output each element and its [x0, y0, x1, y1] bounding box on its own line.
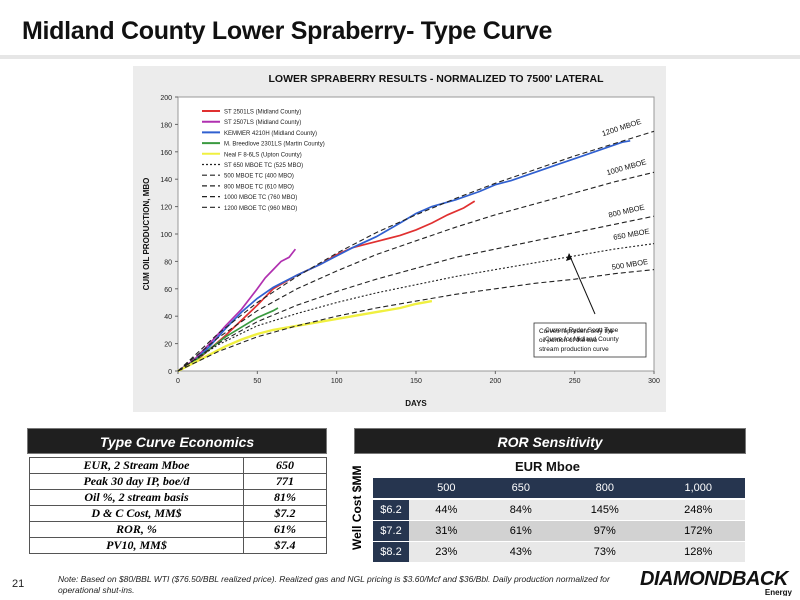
y-tick-label: 80 [164, 259, 172, 266]
legend-entry: 1000 MBOE TC (760 MBO) [224, 195, 297, 201]
ror-cell: 73% [558, 541, 652, 563]
economics-value: 61% [243, 521, 327, 538]
ror-column-header: 650 [483, 478, 559, 500]
x-tick-label: 100 [331, 378, 343, 385]
series-line-6 [177, 243, 655, 372]
legend-entry: ST 650 MBOE TC (525 MBO) [224, 163, 303, 169]
y-tick-label: 120 [160, 205, 172, 212]
y-tick-label: 160 [160, 150, 172, 157]
ror-cell: 97% [558, 520, 652, 542]
legend-entry: 1200 MBOE TC (960 MBO) [224, 206, 297, 212]
economics-table: EUR, 2 Stream Mboe 650 Peak 30 day IP, boe… [29, 457, 327, 554]
y-tick-label: 100 [160, 232, 172, 239]
ror-cell: 23% [409, 541, 484, 563]
series-line-10 [177, 130, 655, 372]
economics-label: PV10, MM$ [29, 537, 244, 554]
ror-row-header: $6.2 [373, 499, 409, 521]
ror-row: $7.2 31% 61% 97% 172% [373, 520, 745, 542]
x-tick-label: 300 [648, 378, 660, 385]
annotation-arrow [568, 253, 596, 315]
ror-cell: 248% [651, 499, 745, 521]
economics-row: EUR, 2 Stream Mboe 650 [29, 457, 327, 474]
y-tick-label: 60 [164, 287, 172, 294]
legend-entry: Neal F 8-6LS (Upton County) [224, 152, 302, 158]
legend-entry: 500 MBOE TC (400 MBO) [224, 174, 294, 180]
economics-row: ROR, % 61% [29, 521, 327, 538]
ror-cell: 128% [651, 541, 745, 563]
legend-entry: KEMMER 4210H (Midland County) [224, 131, 317, 137]
x-tick-label: 150 [410, 378, 422, 385]
eur-mboe-label: EUR Mboe [515, 459, 580, 474]
economics-value: 81% [243, 489, 327, 506]
diamondback-logo: DIAMONDBACK Energy [640, 568, 793, 596]
economics-label: D & C Cost, MM$ [29, 505, 244, 522]
legend-entry: 800 MBOE TC (610 MBO) [224, 184, 294, 190]
economics-row: Oil %, 2 stream basis 81% [29, 489, 327, 506]
ror-column-header: 500 [409, 478, 484, 500]
ror-row-header: $7.2 [373, 520, 409, 542]
y-tick-label: 200 [160, 95, 172, 102]
x-tick-label: 250 [569, 378, 581, 385]
ror-cell: 44% [409, 499, 484, 521]
y-tick-label: 180 [160, 122, 172, 129]
logo-wordmark: DIAMONDBACK [640, 568, 790, 590]
annotation-ryder-scott: Current Ryder Scott Type Curve for Midlan… [545, 327, 619, 343]
annotation-arrowhead [566, 253, 572, 261]
series-line-3 [177, 139, 631, 372]
economics-row: D & C Cost, MM$ $7.2 [29, 505, 327, 522]
y-axis-label: CUM OIL PRODUCTION, MBO [142, 178, 151, 291]
x-tick-label: 50 [253, 378, 261, 385]
ror-column-header: 800 [558, 478, 652, 500]
well-cost-label: Well Cost $MM [350, 465, 364, 550]
ror-row: $6.2 44% 84% 145% 248% [373, 499, 745, 521]
economics-value: $7.4 [243, 537, 327, 554]
ror-table: 500 650 800 1,000 $6.2 44% 84% 145% 248% $7.2 31%… [373, 478, 745, 563]
y-tick-label: 20 [164, 342, 172, 349]
page-title: Midland County Lower Spraberry- Type Cur… [22, 17, 553, 45]
chart-legend: ST 2501LS (Midland County) ST 2507LS (Mid… [202, 110, 325, 212]
economics-value: 771 [243, 473, 327, 490]
ror-column-header: 1,000 [651, 478, 745, 500]
ror-cell: 31% [409, 520, 484, 542]
economics-label: ROR, % [29, 521, 244, 538]
economics-label: Oil %, 2 stream basis [29, 489, 244, 506]
footnote: Note: Based on $80/BBL WTI ($76.50/BBL r… [58, 574, 610, 595]
x-tick-label: 200 [489, 378, 501, 385]
ror-cell: 84% [483, 499, 559, 521]
economics-label: Peak 30 day IP, boe/d [29, 473, 244, 490]
y-tick-label: 0 [168, 369, 172, 376]
ror-row-header: $8.2 [373, 541, 409, 563]
ror-row: $8.2 23% 43% 73% 128% [373, 541, 745, 563]
legend-entry: ST 2507LS (Midland County) [224, 120, 301, 126]
series-line-5 [177, 299, 433, 373]
ror-corner-cell [373, 478, 409, 500]
ror-cell: 172% [651, 520, 745, 542]
economics-row: PV10, MM$ $7.4 [29, 537, 327, 554]
type-curve-economics-header: Type Curve Economics [27, 428, 327, 454]
legend-entry: ST 2501LS (Midland County) [224, 110, 301, 116]
economics-value: $7.2 [243, 505, 327, 522]
chart-title: LOWER SPRABERRY RESULTS - NORMALIZED TO … [268, 73, 604, 85]
ror-cell: 43% [483, 541, 559, 563]
title-divider [0, 55, 800, 59]
x-axis-label: DAYS [405, 399, 427, 408]
y-tick-label: 40 [164, 314, 172, 321]
economics-row: Peak 30 day IP, boe/d 771 [29, 473, 327, 490]
annotation-oil-portion: Curves represent only the oil portion of … [539, 328, 614, 353]
series-line-7 [177, 269, 655, 372]
series-line-9 [177, 171, 655, 372]
annotation-box [533, 322, 647, 358]
logo-subtext: Energy [765, 588, 793, 596]
y-tick-label: 140 [160, 177, 172, 184]
ror-cell: 145% [558, 499, 652, 521]
ror-sensitivity-header: ROR Sensitivity [354, 428, 746, 454]
ror-cell: 61% [483, 520, 559, 542]
series-line-1 [177, 200, 476, 372]
x-tick-label: 0 [176, 378, 180, 385]
type-curve-chart: LOWER SPRABERRY RESULTS - NORMALIZED TO … [142, 73, 660, 408]
economics-label: EUR, 2 Stream Mboe [29, 457, 244, 474]
economics-value: 650 [243, 457, 327, 474]
page-number: 21 [12, 578, 25, 590]
legend-entry: M. Breedlove 2301LS (Martin County) [224, 142, 325, 148]
